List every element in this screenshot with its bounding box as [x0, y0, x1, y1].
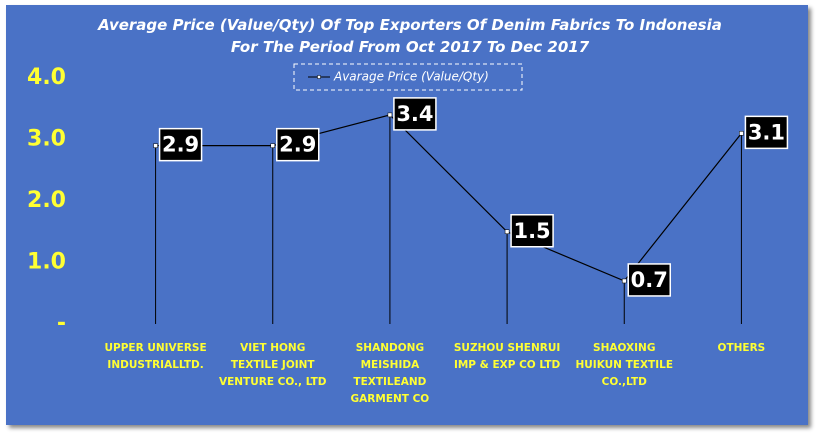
data-label: 1.5: [513, 219, 550, 243]
x-tick-label: UPPER UNIVERSE INDUSTRIALLTD.: [104, 342, 207, 371]
data-label: 3.4: [396, 102, 433, 126]
data-label: 2.9: [162, 133, 199, 157]
marker: [504, 229, 510, 234]
data-label-box: [393, 97, 437, 131]
data-label: 0.7: [631, 268, 668, 292]
data-label-box: [627, 263, 671, 297]
series-line: [155, 114, 742, 282]
data-label-box: [276, 127, 320, 162]
marker: [622, 278, 627, 284]
marker: [270, 143, 275, 148]
x-tick-label: SHAOXING HUIKUN TEXTILE CO.,LTD: [575, 342, 673, 388]
y-tick-label: -: [57, 311, 66, 336]
x-tick-label: VIET HONG TEXTILE JOINT VENTURE CO., LTD: [218, 342, 327, 388]
y-tick-label: 4.0: [27, 65, 66, 90]
marker: [387, 112, 393, 118]
legend-box: [293, 63, 523, 91]
chart-background: [6, 5, 808, 425]
data-label-box: [744, 115, 789, 150]
y-tick-label: 2.0: [27, 188, 66, 213]
legend-marker: [317, 75, 321, 79]
marker: [153, 143, 158, 148]
data-label: 2.9: [279, 133, 316, 157]
y-tick-label: 3.0: [27, 127, 66, 152]
marker: [739, 131, 744, 136]
data-label-box: [510, 214, 554, 248]
legend-label: Avarage Price (Value/Qty): [333, 70, 489, 84]
data-label: 3.1: [748, 120, 785, 144]
data-label-box: [158, 127, 203, 162]
x-tick-label: OTHERS: [717, 342, 766, 354]
x-tick-label: SUZHOU SHENRUI IMP & EXP CO LTD: [453, 342, 561, 371]
x-tick-label: SHANDONG MEISHIDA TEXTILEAND GARMENT CO: [350, 342, 430, 405]
y-tick-label: 1.0: [27, 250, 66, 275]
chart-title: Average Price (Value/Qty) Of Top Exporte…: [98, 16, 722, 56]
